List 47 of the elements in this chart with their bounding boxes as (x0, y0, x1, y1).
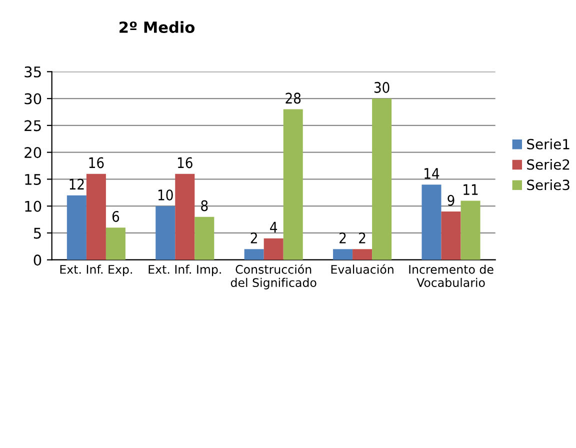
bar (175, 174, 195, 260)
data-label: 8 (201, 200, 208, 212)
data-label: 12 (70, 178, 84, 190)
chart-title: 2º Medio (120, 21, 195, 34)
legend-label: Serie3 (527, 179, 570, 190)
bar (441, 211, 461, 260)
x-tick-label: Ext. Inf. Exp. (60, 264, 132, 276)
bar (156, 206, 176, 260)
data-label: 2 (359, 232, 366, 244)
y-tick-label: 35 (24, 66, 41, 78)
y-tick-label: 10 (25, 200, 42, 212)
x-tick-label: Evaluación (331, 264, 394, 274)
legend-label: Serie1 (527, 138, 570, 150)
bar (422, 184, 442, 260)
data-label: 11 (464, 184, 478, 195)
y-tick-label: 5 (34, 228, 41, 239)
data-label: 10 (158, 189, 173, 200)
bar (244, 249, 264, 260)
data-label: 2 (250, 232, 257, 244)
data-label: 30 (374, 82, 390, 93)
y-tick-label: 20 (24, 147, 42, 158)
x-tick-label: Construcción del Significado (230, 264, 316, 290)
data-label: 2 (340, 232, 346, 244)
data-label: 14 (424, 168, 440, 179)
data-label: 6 (112, 210, 120, 222)
bar (372, 98, 392, 260)
data-label: 9 (448, 194, 454, 206)
y-tick-label: 0 (34, 254, 42, 266)
y-tick-label: 25 (24, 120, 41, 132)
bar (460, 200, 480, 260)
data-label: 16 (178, 157, 192, 168)
bar (352, 249, 372, 260)
bar (106, 228, 126, 260)
legend-label: Serie2 (527, 159, 570, 170)
data-label: 16 (89, 157, 104, 168)
bar (264, 238, 284, 260)
bar (66, 195, 86, 260)
bar (283, 109, 303, 260)
data-label: 4 (270, 222, 278, 233)
bar (194, 216, 214, 260)
bar (86, 174, 106, 260)
bar (333, 249, 353, 260)
data-label: 28 (286, 92, 301, 104)
y-tick-label: 30 (24, 93, 42, 104)
y-tick-label: 15 (25, 174, 41, 185)
x-tick-label: Ext. Inf. Imp. (148, 264, 221, 276)
x-tick-label: Incremento de Vocabulario (409, 264, 494, 288)
